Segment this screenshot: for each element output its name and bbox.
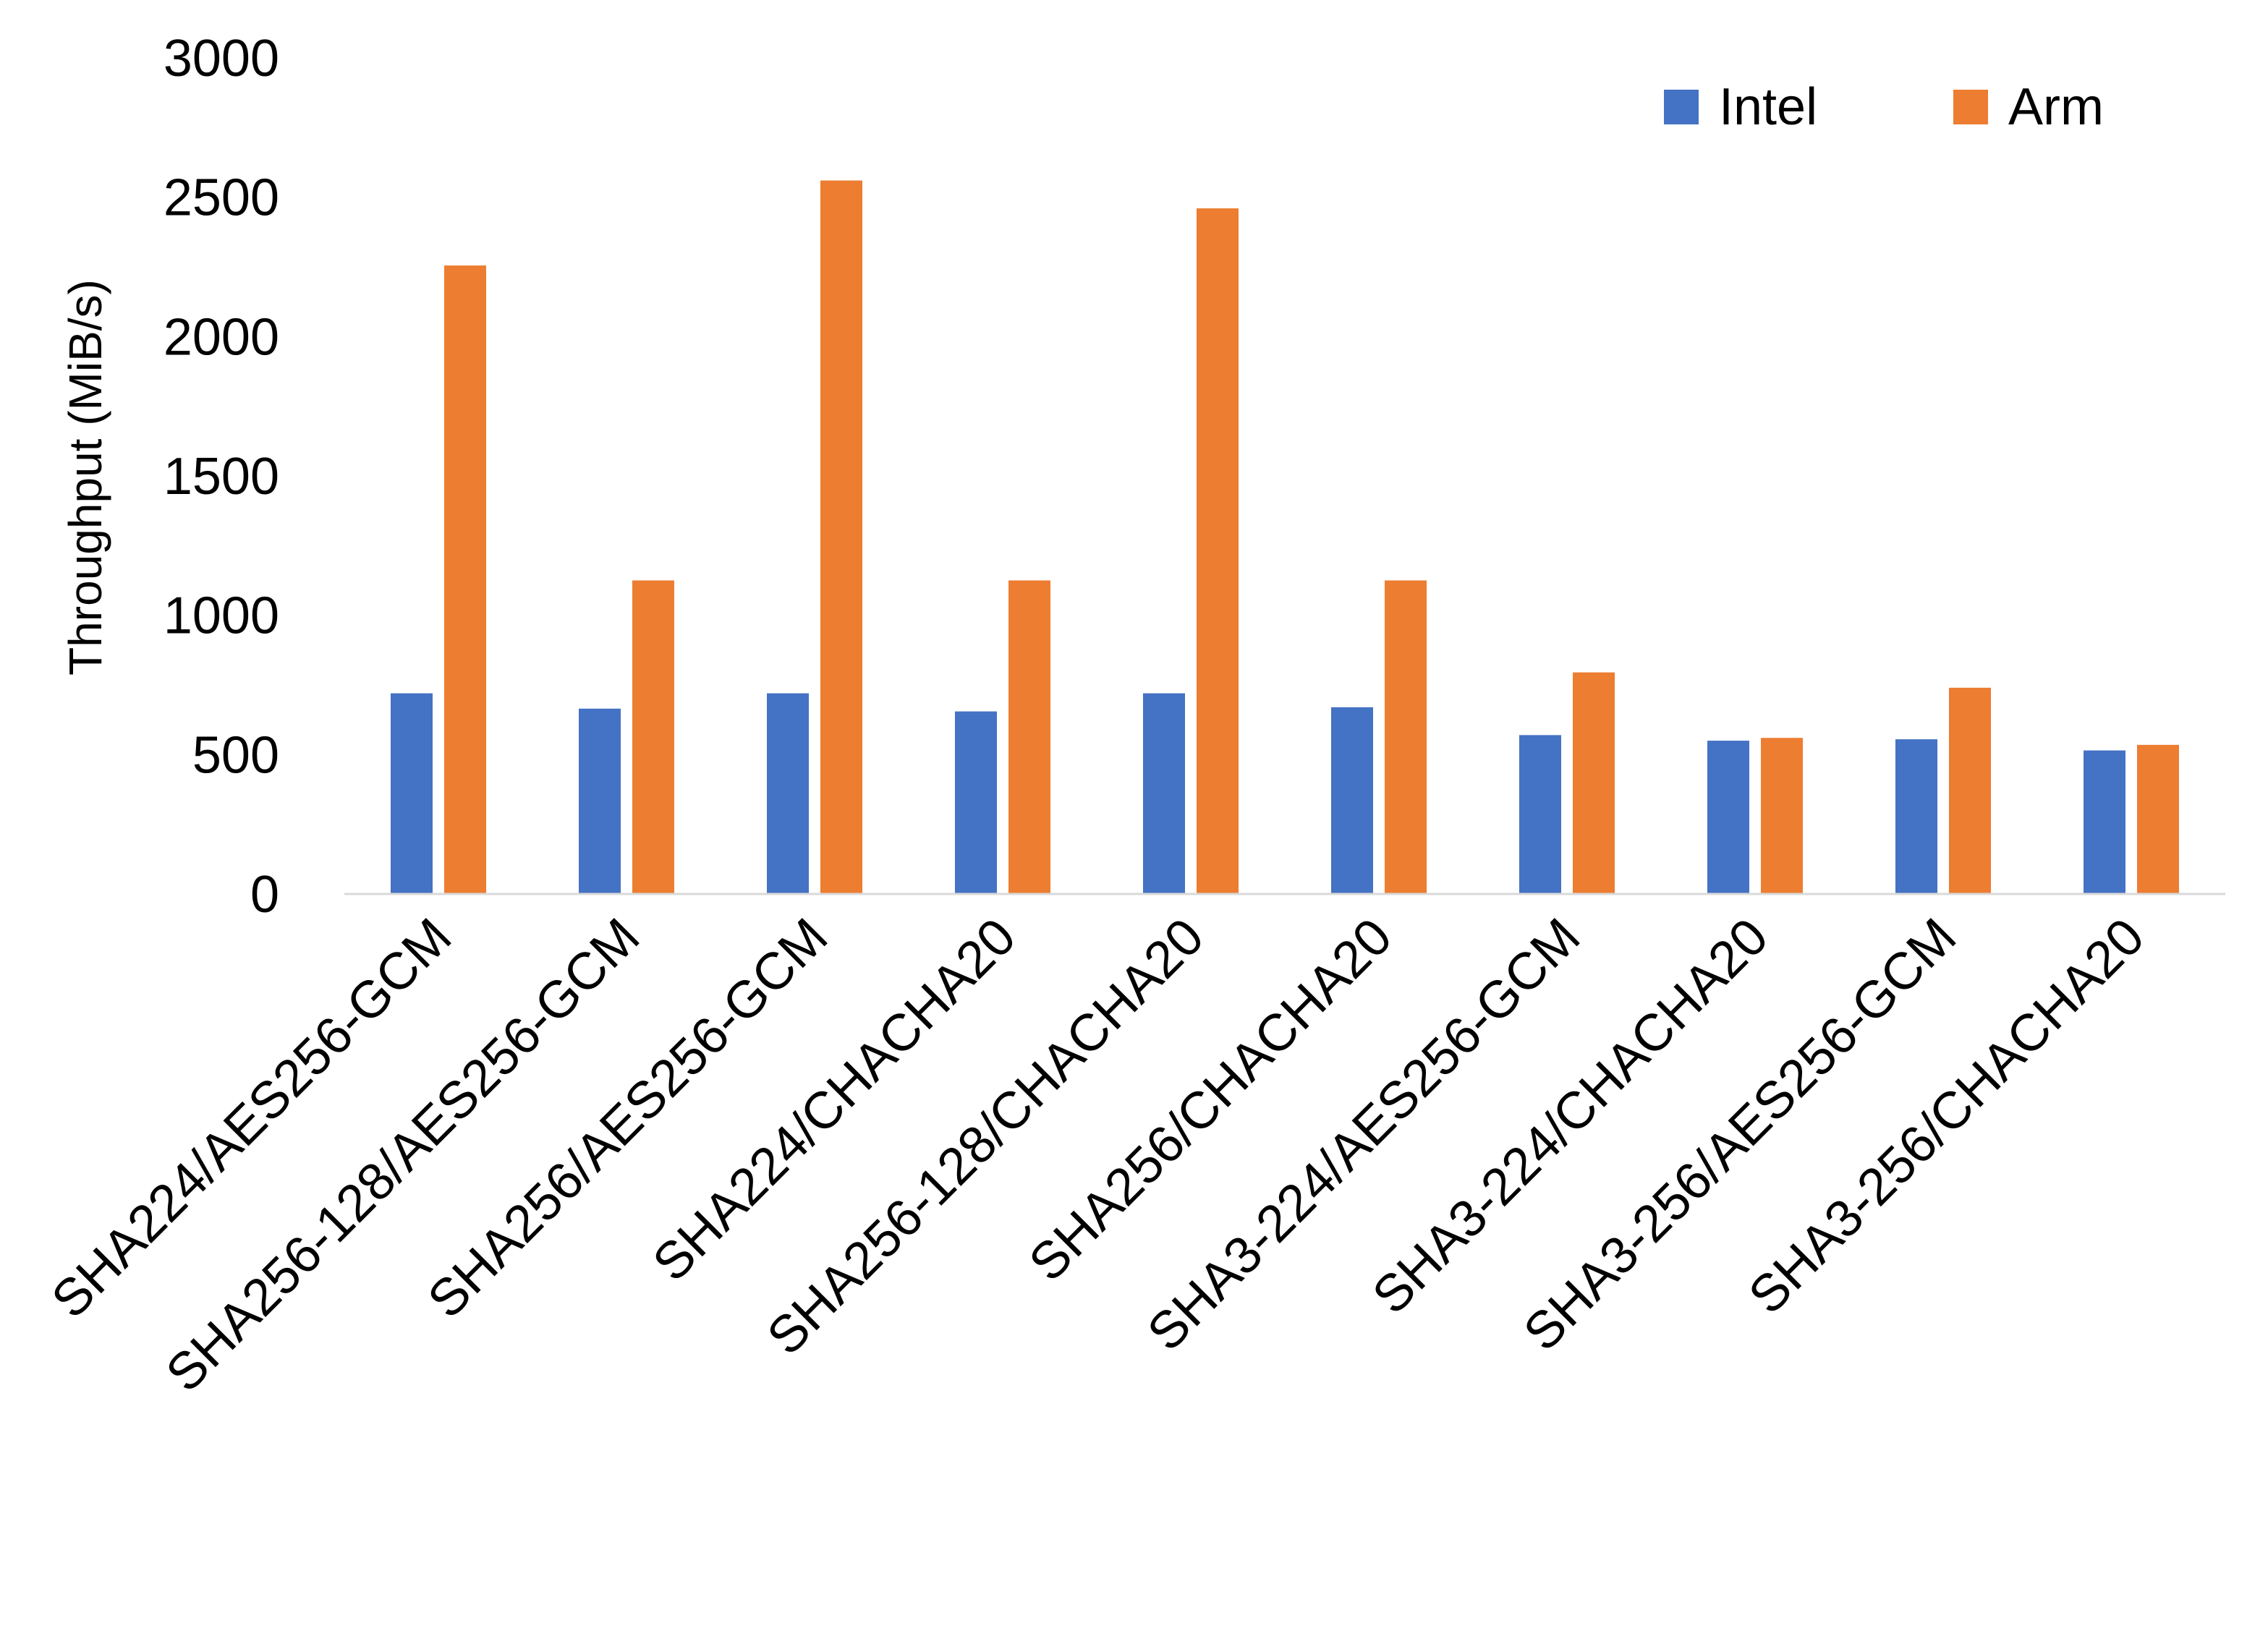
bar-intel-0	[391, 693, 433, 894]
bar-arm-5	[1385, 580, 1427, 894]
legend-swatch-arm	[1953, 90, 1988, 124]
bar-arm-2	[820, 180, 862, 895]
bar-intel-6	[1519, 735, 1561, 894]
bars-layer	[391, 180, 2179, 895]
y-tick-label: 0	[250, 866, 279, 924]
bar-intel-9	[2084, 750, 2125, 894]
legend: Intel Arm	[1664, 78, 2104, 136]
x-tick-label: SHA256/CHACHA20	[1018, 908, 1403, 1292]
bar-arm-1	[632, 580, 674, 894]
x-tick-label: SHA3-256/CHACHA20	[1738, 908, 2155, 1325]
bar-intel-4	[1143, 693, 1185, 894]
legend-label-arm: Arm	[2008, 78, 2104, 136]
y-tick-label: 2000	[163, 308, 279, 366]
bar-arm-7	[1761, 738, 1803, 894]
y-tick-label: 500	[192, 726, 279, 784]
bar-intel-2	[767, 693, 809, 894]
y-tick-label: 1000	[163, 587, 279, 645]
bar-arm-3	[1008, 580, 1050, 894]
x-tick-labels: SHA224/AES256-GCMSHA256-128/AES256-GCMSH…	[41, 908, 2155, 1403]
y-tick-labels: 0 500 1000 1500 2000 2500 3000	[163, 30, 279, 924]
bar-arm-0	[444, 265, 486, 894]
bar-intel-3	[955, 711, 997, 894]
x-tick-label: SHA3-224/CHACHA20	[1362, 908, 1779, 1325]
legend-swatch-intel	[1664, 90, 1699, 124]
y-axis-label: Throughput (MiB/s)	[59, 279, 111, 676]
x-tick-label: SHA224/CHACHA20	[642, 908, 1027, 1292]
y-tick-label: 3000	[163, 30, 279, 88]
bar-intel-8	[1895, 739, 1937, 894]
y-tick-label: 1500	[163, 448, 279, 506]
y-tick-label: 2500	[163, 169, 279, 227]
bar-intel-1	[579, 708, 621, 894]
bar-intel-7	[1707, 741, 1749, 894]
bar-intel-5	[1331, 707, 1373, 894]
bar-arm-4	[1197, 208, 1239, 895]
bar-arm-8	[1949, 687, 1991, 894]
legend-label-intel: Intel	[1719, 78, 1817, 136]
bar-arm-6	[1573, 672, 1615, 894]
bar-arm-9	[2137, 744, 2179, 894]
